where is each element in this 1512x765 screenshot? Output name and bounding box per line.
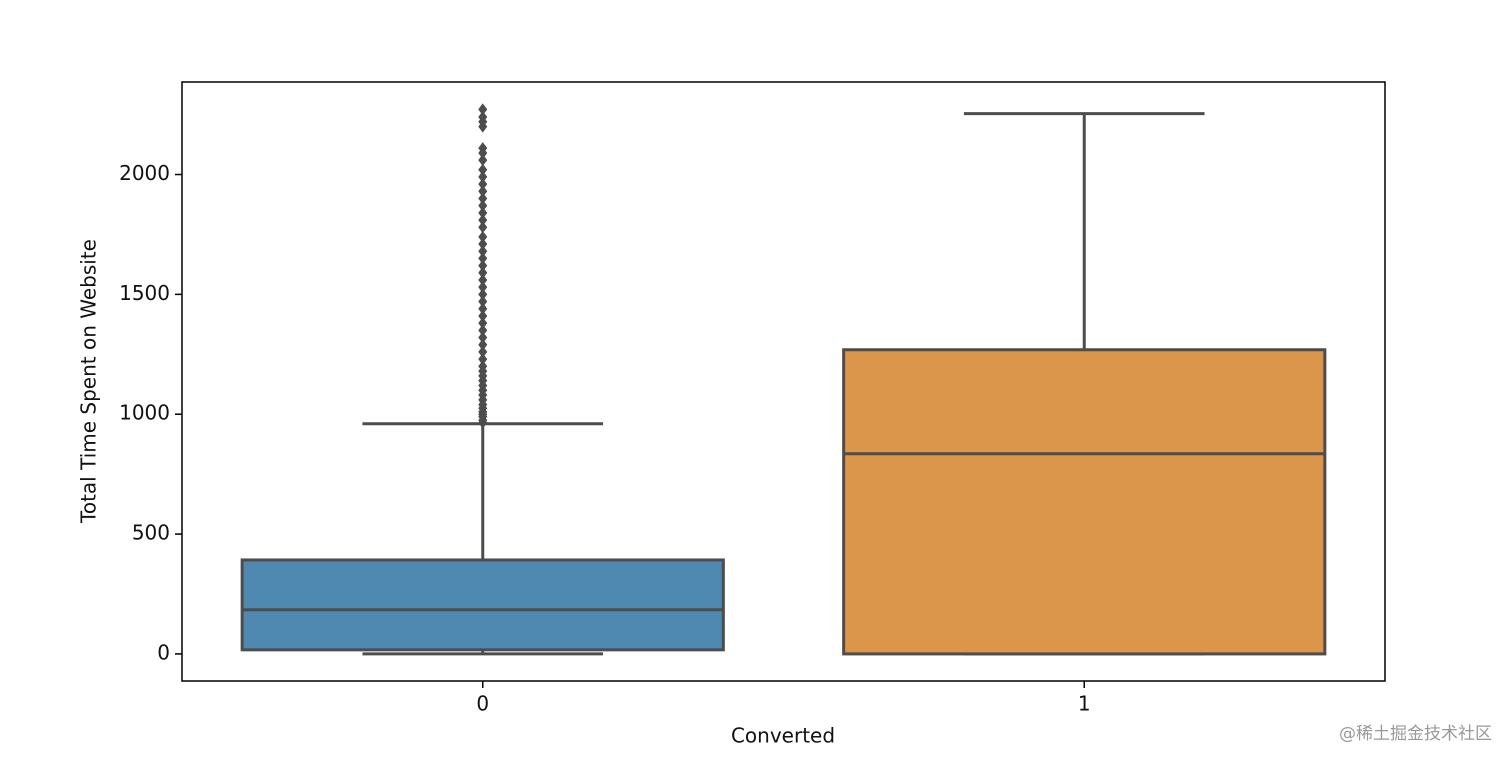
flier bbox=[478, 259, 488, 272]
flier bbox=[478, 170, 488, 183]
flier bbox=[478, 178, 488, 191]
flier bbox=[478, 230, 488, 243]
flier bbox=[478, 309, 488, 322]
flier bbox=[478, 185, 488, 198]
y-tick-label: 2000 bbox=[119, 161, 170, 185]
flier bbox=[478, 214, 488, 227]
flier bbox=[478, 360, 488, 373]
y-tick-label: 1500 bbox=[119, 281, 170, 305]
x-tick-label: 1 bbox=[1078, 692, 1091, 716]
y-tick-label: 0 bbox=[157, 640, 170, 664]
flier bbox=[478, 206, 488, 219]
flier bbox=[478, 281, 488, 294]
y-tick-label: 500 bbox=[132, 521, 170, 545]
flier bbox=[478, 154, 488, 167]
box bbox=[842, 348, 1327, 656]
flier bbox=[478, 110, 488, 123]
flier bbox=[478, 273, 488, 286]
watermark: @稀土掘金技术社区 bbox=[1339, 724, 1492, 744]
flier bbox=[478, 192, 488, 205]
flier bbox=[478, 266, 488, 279]
flier bbox=[478, 245, 488, 258]
x-tick-label: 0 bbox=[476, 692, 489, 716]
flier bbox=[478, 317, 488, 330]
y-tick-label: 1000 bbox=[119, 401, 170, 425]
flier bbox=[478, 199, 488, 212]
x-axis-label: Converted bbox=[731, 724, 835, 748]
plot-frame bbox=[181, 81, 1386, 682]
flier bbox=[478, 142, 488, 155]
flier bbox=[478, 353, 488, 366]
flier bbox=[478, 221, 488, 234]
flier bbox=[478, 324, 488, 337]
flier bbox=[478, 302, 488, 315]
box bbox=[240, 558, 725, 652]
flier bbox=[478, 163, 488, 176]
flier bbox=[478, 103, 488, 116]
flier bbox=[478, 331, 488, 344]
flier bbox=[478, 252, 488, 265]
flier bbox=[478, 345, 488, 358]
y-axis-label: Total Time Spent on Website bbox=[77, 239, 101, 524]
flier bbox=[478, 238, 488, 251]
flier bbox=[478, 295, 488, 308]
flier bbox=[478, 338, 488, 351]
flier bbox=[478, 288, 488, 301]
